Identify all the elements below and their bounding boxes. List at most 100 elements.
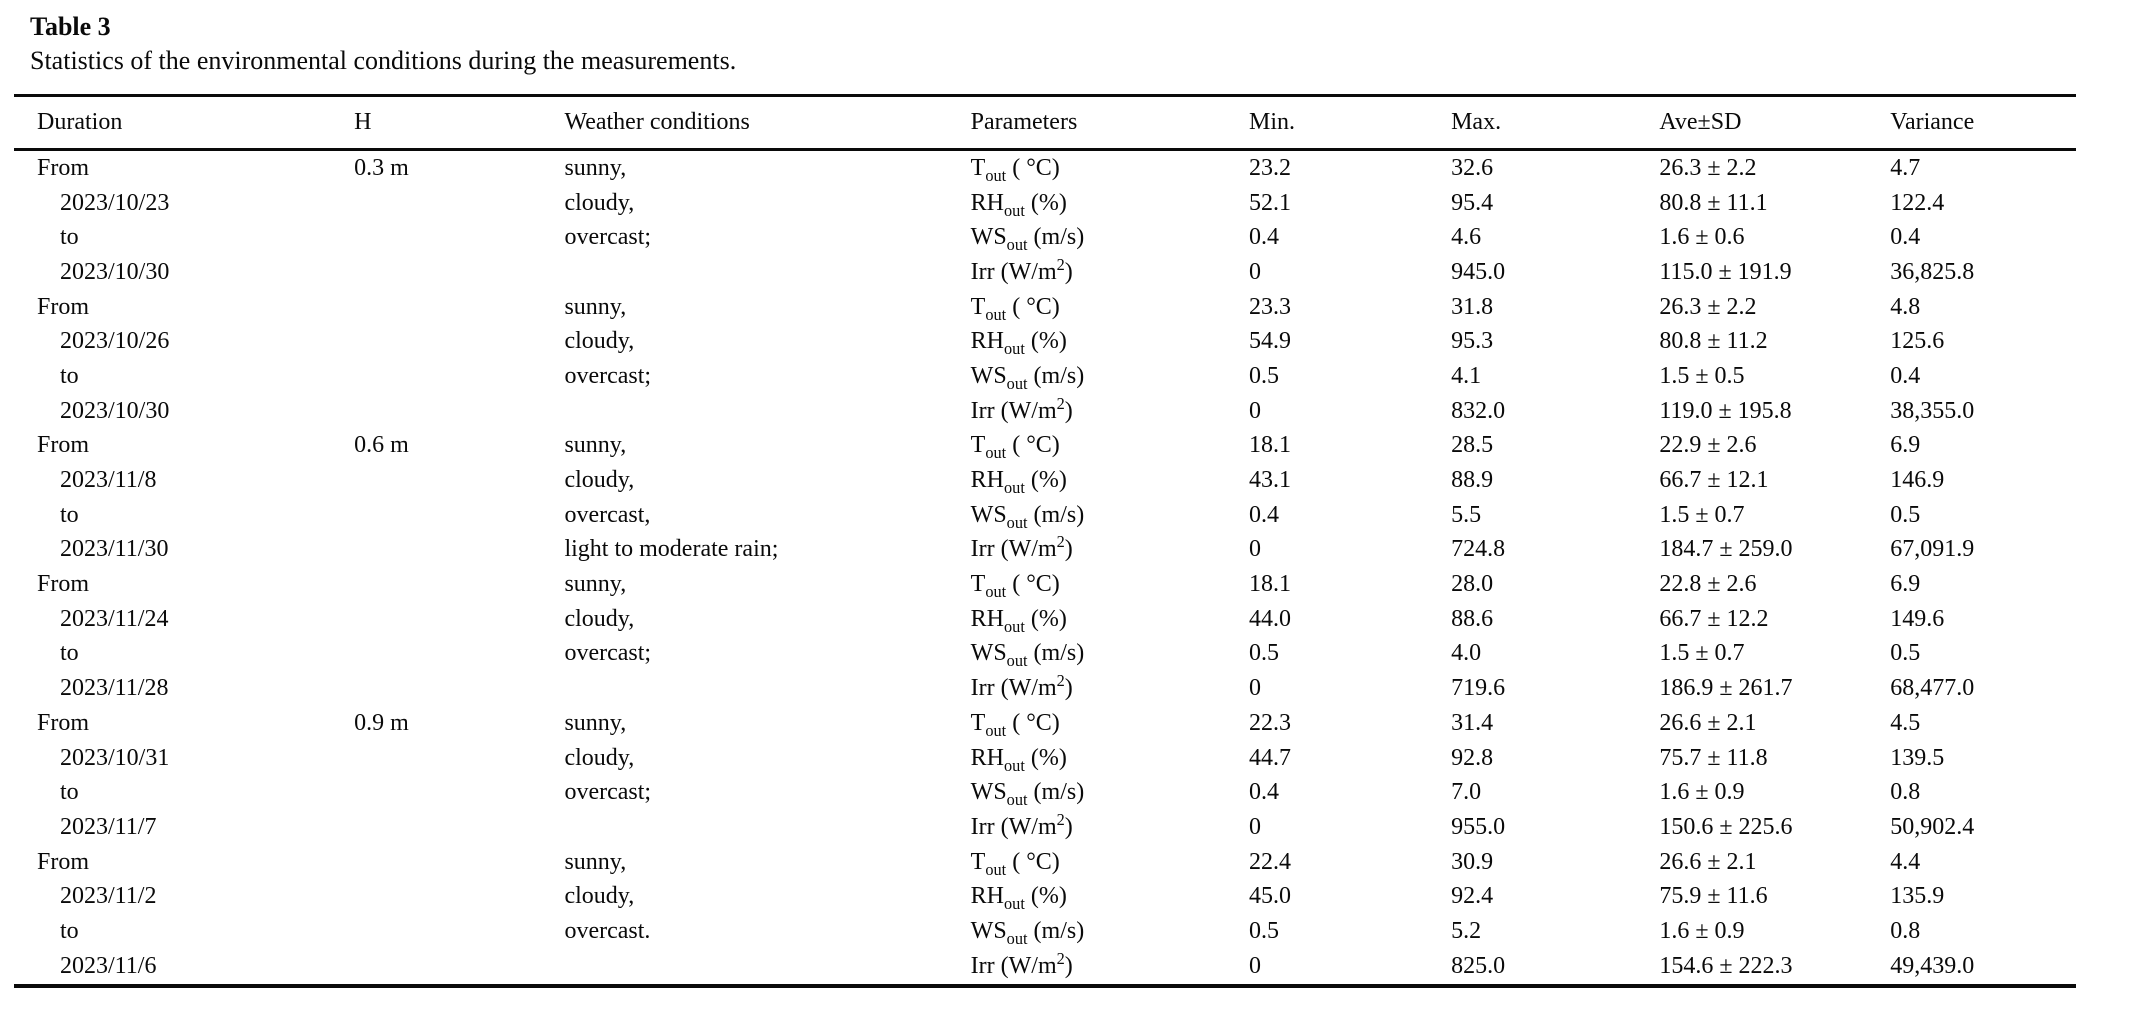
weather-cell [562,949,968,986]
min-cell: 0.4 [1249,501,1280,528]
min-cell: 0 [1249,675,1262,702]
duration-cell: From [37,848,90,875]
min-cell: 54.9 [1249,328,1292,355]
duration-cell: to [60,224,79,251]
table-row: to overcast; WSout (m/s) 0.5 4.0 1.5 ± 0.7 0.5 [14,637,2076,672]
variance-cell: 49,439.0 [1890,952,1975,979]
table-row: to overcast; WSout (m/s) 0.5 4.1 1.5 ± 0.5 0.4 [14,359,2076,394]
duration-cell: From [37,709,90,736]
ave-sd-cell: 184.7 ± 259.0 [1659,536,1793,563]
col-header-parameters: Parameters [968,95,1248,151]
weather-cell: overcast; [564,362,652,389]
h-cell [352,775,562,810]
variance-cell: 146.9 [1890,467,1945,494]
h-cell [352,186,562,221]
variance-cell: 4.8 [1890,293,1921,320]
table-row: to overcast. WSout (m/s) 0.5 5.2 1.6 ± 0.9 0.8 [14,914,2076,949]
variance-cell: 135.9 [1890,883,1945,910]
min-cell: 18.1 [1249,571,1292,598]
duration-cell: to [60,362,79,389]
duration-cell: 2023/11/24 [60,605,169,632]
ave-sd-cell: 22.8 ± 2.6 [1659,571,1757,598]
weather-cell: overcast, [564,501,651,528]
variance-cell: 4.4 [1890,848,1921,875]
h-cell [352,845,562,880]
parameter-cell: WSout (m/s) [970,640,1085,671]
duration-cell: 2023/11/30 [60,536,169,563]
duration-cell: to [60,501,79,528]
ave-sd-cell: 22.9 ± 2.6 [1659,432,1757,459]
min-cell: 52.1 [1249,189,1292,216]
h-cell [352,879,562,914]
duration-cell: From [37,154,90,181]
min-cell: 0.5 [1249,917,1280,944]
duration-cell: 2023/11/28 [60,675,169,702]
h-cell [352,463,562,498]
ave-sd-cell: 80.8 ± 11.2 [1659,328,1768,355]
max-cell: 92.8 [1451,744,1494,771]
variance-cell: 0.5 [1890,501,1921,528]
weather-cell: sunny, [564,848,627,875]
h-cell: 0.9 m [354,709,409,736]
max-cell: 5.5 [1451,501,1482,528]
weather-cell: overcast; [564,640,652,667]
h-cell [352,914,562,949]
max-cell: 4.1 [1451,362,1482,389]
table-caption-area: Table 3 Statistics of the environmental … [30,10,2133,78]
ave-sd-cell: 1.5 ± 0.5 [1659,362,1745,389]
table-row: to overcast; WSout (m/s) 0.4 7.0 1.6 ± 0.9 0.8 [14,775,2076,810]
weather-cell [562,671,968,706]
ave-sd-cell: 66.7 ± 12.1 [1659,467,1769,494]
parameter-cell: WSout (m/s) [970,917,1085,948]
variance-cell: 50,902.4 [1890,813,1975,840]
min-cell: 0 [1249,952,1262,979]
parameter-cell: WSout (m/s) [970,362,1085,393]
weather-cell: sunny, [564,293,627,320]
parameter-cell: RHout (%) [970,605,1067,636]
parameter-cell: RHout (%) [970,328,1067,359]
h-cell [352,533,562,568]
parameter-cell: Irr (W/m2) [970,671,1073,702]
min-cell: 0 [1249,258,1262,285]
table-row: 2023/11/28 Irr (W/m2) 0 719.6 186.9 ± 261.7 6… [14,671,2076,706]
table-row: 2023/11/6 Irr (W/m2) 0 825.0 154.6 ± 222.3 49… [14,949,2076,986]
max-cell: 95.4 [1451,189,1494,216]
min-cell: 23.2 [1249,154,1292,181]
h-cell [352,810,562,845]
variance-cell: 38,355.0 [1890,397,1975,424]
h-cell [352,637,562,672]
variance-cell: 139.5 [1890,744,1945,771]
variance-cell: 149.6 [1890,605,1945,632]
table-row: 2023/10/26 cloudy, RHout (%) 54.9 95.3 80.8 ±… [14,324,2076,359]
max-cell: 30.9 [1451,848,1494,875]
weather-cell: cloudy, [564,467,635,494]
parameter-cell: RHout (%) [970,883,1067,914]
table-row: to overcast; WSout (m/s) 0.4 4.6 1.6 ± 0.6 0.4 [14,220,2076,255]
ave-sd-cell: 26.6 ± 2.1 [1659,709,1757,736]
parameter-cell: Irr (W/m2) [970,948,1073,979]
variance-cell: 4.7 [1890,154,1921,181]
weather-cell: sunny, [564,709,627,736]
max-cell: 88.6 [1451,605,1494,632]
parameter-cell: Irr (W/m2) [970,393,1073,424]
duration-cell: 2023/11/6 [60,952,157,979]
h-cell [352,671,562,706]
duration-cell: 2023/10/30 [60,258,170,285]
h-cell [352,220,562,255]
parameter-cell: Tout ( °C) [970,154,1060,185]
ave-sd-cell: 80.8 ± 11.1 [1659,189,1768,216]
ave-sd-cell: 66.7 ± 12.2 [1659,605,1769,632]
ave-sd-cell: 154.6 ± 222.3 [1659,952,1793,979]
max-cell: 31.8 [1451,293,1494,320]
weather-cell [562,394,968,429]
ave-sd-cell: 186.9 ± 261.7 [1659,675,1793,702]
weather-cell: light to moderate rain; [564,536,779,563]
max-cell: 31.4 [1451,709,1494,736]
duration-cell: 2023/11/8 [60,467,157,494]
min-cell: 45.0 [1249,883,1292,910]
min-cell: 44.0 [1249,605,1292,632]
table-row: From 0.6 m sunny, Tout ( °C) 18.1 28.5 22.9 ± … [14,429,2076,464]
table-row: 2023/11/7 Irr (W/m2) 0 955.0 150.6 ± 225.6 50… [14,810,2076,845]
ave-sd-cell: 26.3 ± 2.2 [1659,154,1757,181]
